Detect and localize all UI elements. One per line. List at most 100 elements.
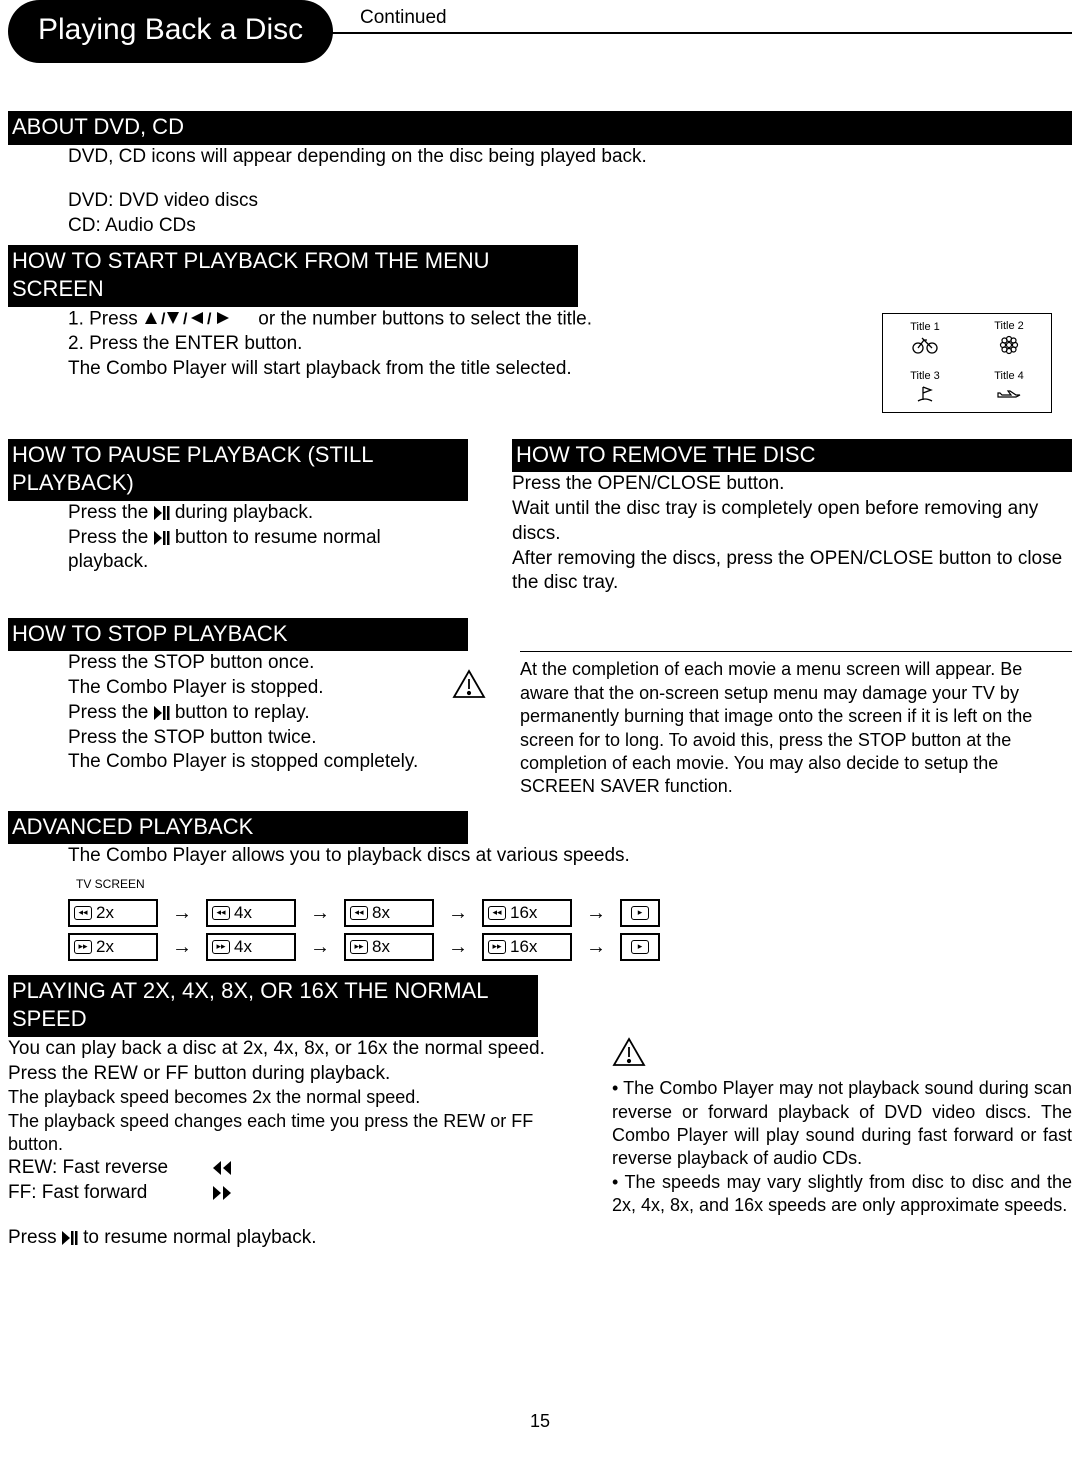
speed-2x: 2x — [96, 902, 114, 924]
heading-remove: HOW TO REMOVE THE DISC — [512, 439, 1072, 473]
ff-mini-icon: ▸▸ — [350, 940, 368, 954]
speed-16x: 16x — [510, 936, 537, 958]
bicycle-icon — [912, 336, 938, 356]
speed-box-rew-4x: ◂◂ 4x — [206, 899, 296, 927]
speed-row-rew: ◂◂2x → ◂◂4x → ◂◂8x → ◂◂16x → ▸ — [68, 899, 1072, 927]
rew-mini-icon: ◂◂ — [488, 906, 506, 920]
about-line2: DVD: DVD video discs — [68, 189, 1072, 214]
advanced-line: The Combo Player allows you to playback … — [8, 844, 1072, 869]
header-rule — [328, 32, 1072, 34]
page-header: Playing Back a Disc Continued — [8, 8, 1072, 71]
start-line3: The Combo Player will start playback fro… — [68, 357, 858, 382]
rew-mini-icon: ◂◂ — [212, 906, 230, 920]
page-number: 15 — [8, 1410, 1072, 1433]
continued-label: Continued — [360, 6, 447, 31]
speed-box-ff-8x: ▸▸ 8x — [344, 933, 434, 961]
spd-l4: The playback speed changes each time you… — [8, 1110, 588, 1157]
speed-box-ff-2x: ▸▸2x — [68, 933, 158, 961]
spd-l3: The playback speed becomes 2x the normal… — [8, 1086, 588, 1109]
spd-l5: REW: Fast reverse — [8, 1156, 588, 1181]
warning-rule — [520, 651, 1072, 652]
golf-flag-icon — [915, 385, 935, 405]
speed-16x: 16x — [510, 902, 537, 924]
ff-mini-icon: ▸▸ — [488, 940, 506, 954]
play-mini-icon: ▸ — [631, 940, 649, 954]
pause-l2a: Press the — [68, 527, 154, 548]
heading-pause: HOW TO PAUSE PLAYBACK (STILL PLAYBACK) — [8, 439, 468, 501]
title4-label: Title 4 — [994, 369, 1024, 383]
stop-l1: Press the STOP button once. — [68, 651, 428, 676]
heading-advanced: ADVANCED PLAYBACK — [8, 811, 468, 845]
spd-l7a: Press — [8, 1227, 62, 1248]
remove-l3: After removing the discs, press the OPEN… — [512, 547, 1072, 596]
speed-box-rew-8x: ◂◂8x — [344, 899, 434, 927]
section-start-menu: HOW TO START PLAYBACK FROM THE MENU SCRE… — [8, 243, 1072, 413]
warning-text-1: At the completion of each movie a menu s… — [520, 658, 1072, 798]
stop-l3b: button to replay. — [175, 702, 310, 723]
spd-l2: Press the REW or FF button during playba… — [8, 1062, 588, 1087]
title-cell-4: Title 4 — [967, 363, 1051, 412]
remove-l2: Wait until the disc tray is completely o… — [512, 497, 1072, 546]
warning-icon — [612, 1037, 646, 1067]
title-cell-3: Title 3 — [883, 363, 967, 412]
warn2-b1: • The Combo Player may not playback soun… — [612, 1077, 1072, 1171]
title-cell-2: Title 2 — [967, 314, 1051, 363]
spd-l7: Press to resume normal playback. — [8, 1226, 588, 1251]
speed-4x: 4x — [234, 936, 252, 958]
arrow-right-icon: → — [448, 900, 468, 926]
pause-l1b: during playback. — [175, 502, 313, 523]
pause-line3: playback. — [68, 550, 488, 575]
start-line1-a: 1. Press — [68, 308, 143, 329]
arrow-keys-icon: / / / — [143, 307, 253, 332]
stop-l4: Press the STOP button twice. — [68, 726, 428, 751]
airplane-icon — [996, 385, 1022, 405]
stop-l2: The Combo Player is stopped. — [68, 676, 428, 701]
spd-l7b: to resume normal playback. — [83, 1227, 316, 1248]
arrow-right-icon: → — [586, 900, 606, 926]
stop-l3a: Press the — [68, 702, 154, 723]
play-pause-icon — [154, 527, 170, 548]
arrow-right-icon: → — [310, 934, 330, 960]
title1-label: Title 1 — [910, 320, 940, 334]
speed-8x: 8x — [372, 902, 390, 924]
speed-8x: 8x — [372, 936, 390, 958]
spd-l6: FF: Fast forward — [8, 1181, 588, 1206]
arrow-right-icon: → — [448, 934, 468, 960]
play-pause-icon — [154, 502, 170, 523]
stop-l5: The Combo Player is stopped completely. — [68, 750, 428, 775]
speed-row-ff: ▸▸2x → ▸▸4x → ▸▸8x → ▸▸16x → ▸ — [68, 933, 1072, 961]
section-advanced: ADVANCED PLAYBACK The Combo Player allow… — [8, 811, 1072, 973]
title-cell-1: Title 1 — [883, 314, 967, 363]
speed-box-play: ▸ — [620, 899, 660, 927]
pause-l1a: Press the — [68, 502, 154, 523]
speed-box-play: ▸ — [620, 933, 660, 961]
heading-about: ABOUT DVD, CD — [8, 111, 1072, 145]
svg-text:/: / — [161, 311, 166, 326]
title-menu-thumbnail: Title 1 Title 2 Title 3 — [882, 313, 1052, 413]
pause-remove-row: HOW TO PAUSE PLAYBACK (STILL PLAYBACK) P… — [8, 437, 1072, 596]
start-line2: 2. Press the ENTER button. — [68, 332, 858, 357]
speed-box-ff-4x: ▸▸ 4x — [206, 933, 296, 961]
ff-mini-icon: ▸▸ — [212, 940, 230, 954]
rew-mini-icon: ◂◂ — [74, 906, 92, 920]
play-pause-icon — [154, 702, 170, 723]
section-speed: PLAYING AT 2X, 4X, 8X, OR 16X THE NORMAL… — [8, 975, 1072, 1251]
speed-4x: 4x — [234, 902, 252, 924]
heading-speed: PLAYING AT 2X, 4X, 8X, OR 16X THE NORMAL… — [8, 975, 538, 1037]
warning-icon — [452, 669, 486, 699]
warn2-b2: • The speeds may vary slightly from disc… — [612, 1171, 1072, 1218]
speed-box-ff-16x: ▸▸ 16x — [482, 933, 572, 961]
fast-forward-icon — [213, 1182, 233, 1203]
title2-label: Title 2 — [994, 319, 1024, 333]
speed-2x: 2x — [96, 936, 114, 958]
speed-box-rew-2x: ◂◂ 2x — [68, 899, 158, 927]
spd-l1: You can play back a disc at 2x, 4x, 8x, … — [8, 1037, 588, 1062]
flower-icon — [999, 335, 1019, 357]
arrow-right-icon: → — [172, 900, 192, 926]
page-title-pill: Playing Back a Disc — [8, 0, 333, 63]
arrow-right-icon: → — [172, 934, 192, 960]
title3-label: Title 3 — [910, 369, 940, 383]
speed-box-rew-16x: ◂◂ 16x — [482, 899, 572, 927]
svg-text:/: / — [183, 311, 188, 326]
pause-line2: Press the button to resume normal — [68, 526, 488, 551]
